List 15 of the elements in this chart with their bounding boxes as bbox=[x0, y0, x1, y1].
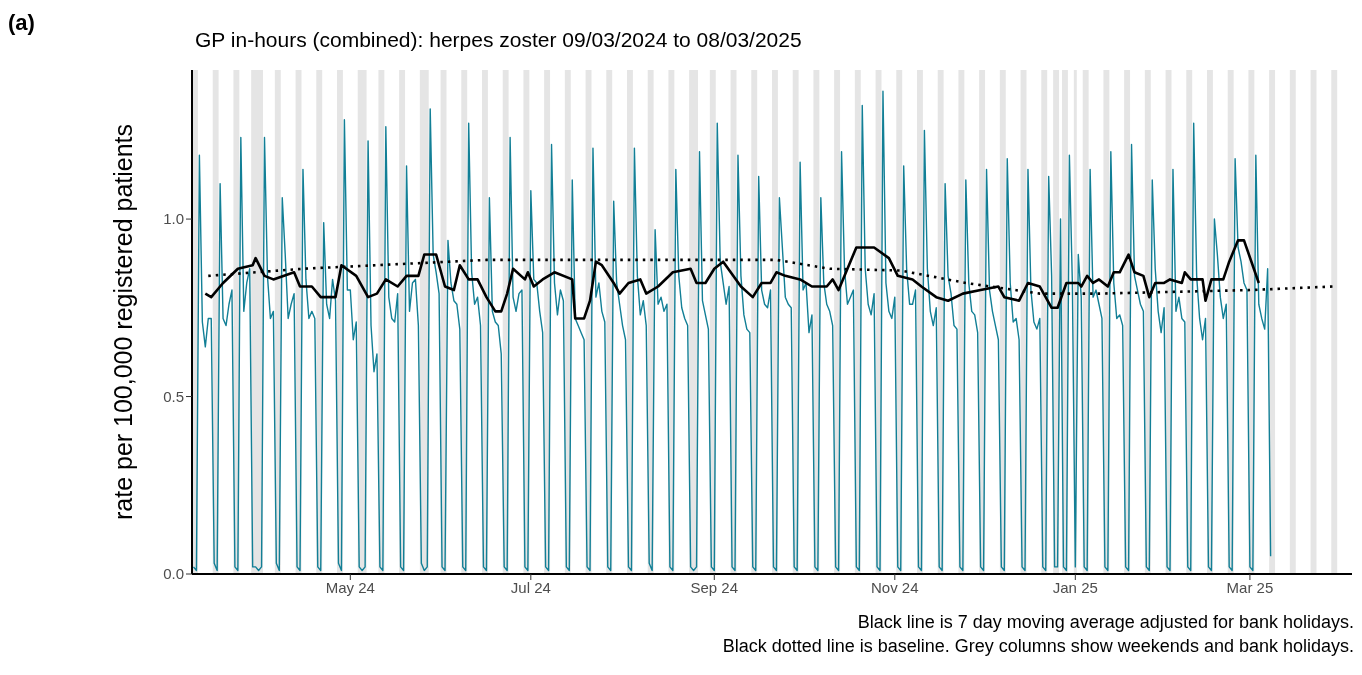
y-tick-label: 1.0 bbox=[163, 210, 184, 228]
x-tick-label: Jul 24 bbox=[510, 578, 551, 596]
text: Black line is 7 day moving average adjusted for bank holidays. bbox=[856, 611, 1354, 634]
line-series bbox=[192, 90, 1272, 572]
x-tick-label: Mar 25 bbox=[1226, 578, 1274, 596]
y-tick-label: 0.5 bbox=[163, 387, 184, 405]
chart-title: GP in-hours (combined): herpes zoster 09/03/2024 to 08/03/2025 bbox=[195, 28, 802, 52]
text: (a) bbox=[8, 10, 35, 36]
text: Black dotted line is baseline. Grey columns show weekends and bank holidays. bbox=[721, 635, 1354, 658]
x-tick-label: Jan 25 bbox=[1052, 578, 1098, 596]
x-tick-label: Sep 24 bbox=[690, 578, 739, 596]
y-tick-label: 0.0 bbox=[163, 565, 184, 583]
y-axis-title: rate per 100,000 registered patients bbox=[109, 123, 137, 521]
x-tick-label: May 24 bbox=[325, 578, 375, 596]
x-tick-label: Nov 24 bbox=[871, 578, 919, 596]
